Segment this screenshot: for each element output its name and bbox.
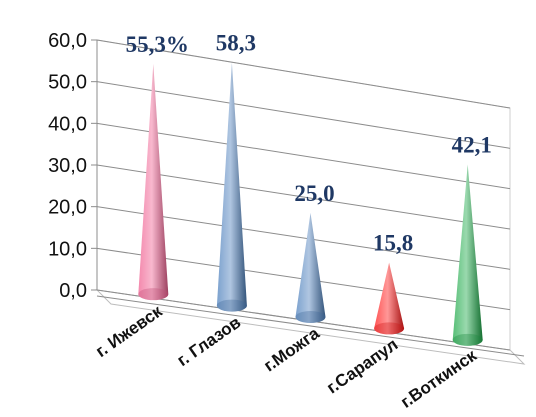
cone-base: [216, 299, 247, 312]
data-label: 42,1: [452, 132, 492, 157]
y-tick-label: 60,0: [48, 30, 87, 52]
data-label: 55,3%: [126, 32, 189, 57]
data-labels: 55,3% 58,3 25,0 15,8 42,1: [126, 31, 492, 256]
data-label: 58,3: [216, 31, 256, 56]
cone-body: [452, 164, 483, 346]
cone-3: [295, 212, 326, 324]
x-tick-label: г.Воткинск: [397, 346, 480, 412]
cone-base: [452, 333, 483, 346]
y-tick-label: 40,0: [48, 113, 87, 135]
cone-1: [138, 63, 169, 301]
cone-body: [138, 63, 169, 301]
cone-base: [374, 322, 405, 335]
gridline: [96, 206, 511, 270]
y-axis: 0,0 10,0 20,0 30,0 40,0 50,0 60,0: [48, 30, 98, 302]
cone-4: [374, 262, 405, 335]
y-tick-label: 50,0: [48, 72, 87, 94]
y-tick-label: 0,0: [59, 280, 87, 302]
x-axis-line: [96, 295, 525, 357]
cone-base: [138, 288, 169, 301]
gridline: [96, 164, 511, 230]
cone-2: [216, 62, 247, 312]
x-tick-label: г. Ижевск: [92, 301, 166, 361]
y-tick-label: 10,0: [48, 238, 87, 260]
y-tick-label: 30,0: [48, 155, 87, 177]
x-tick-label: г. Глазов: [174, 313, 245, 370]
data-label: 15,8: [373, 231, 413, 256]
data-label: 25,0: [294, 181, 334, 206]
gridline: [96, 122, 511, 190]
cone-body: [216, 62, 247, 312]
cone-body: [374, 262, 405, 335]
x-tick-label: г.Можга: [260, 323, 323, 375]
cone-base: [295, 311, 326, 324]
x-tick-label: г.Сарапул: [323, 335, 401, 398]
cone-body: [295, 212, 326, 324]
y-tick-label: 20,0: [48, 197, 87, 219]
gridline: [96, 39, 511, 109]
gridline: [96, 81, 511, 149]
cone-series: [138, 62, 483, 346]
cone-5: [452, 164, 483, 346]
